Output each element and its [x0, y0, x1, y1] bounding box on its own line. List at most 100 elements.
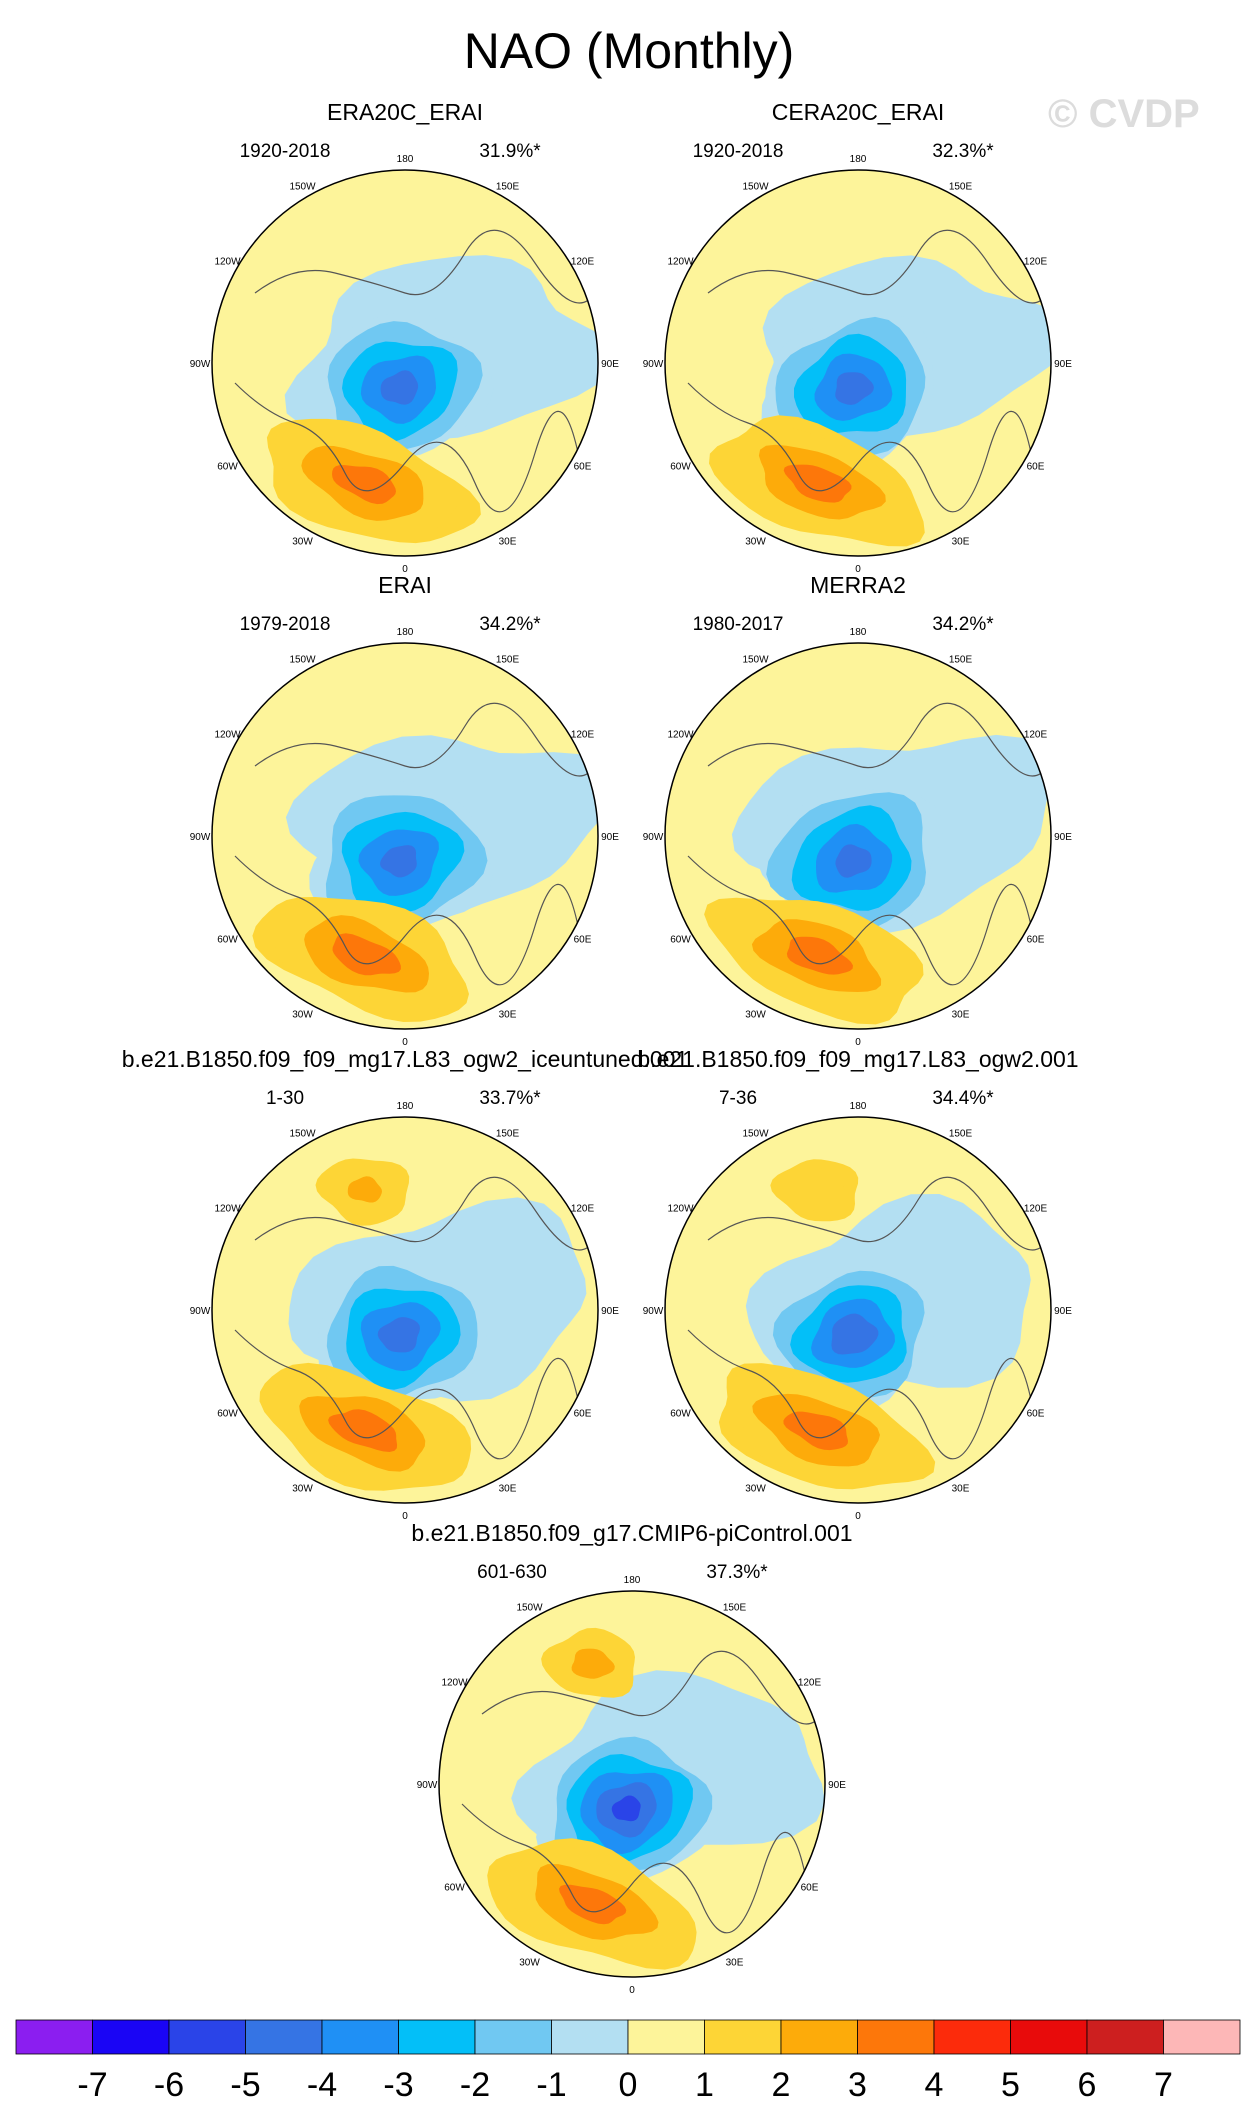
panel-variance: 37.3%* [706, 1562, 768, 1583]
panel-period: 1979-2018 [240, 614, 331, 635]
panel-variance: 34.4%* [932, 1088, 994, 1109]
panel-title: ERA20C_ERAI [327, 99, 483, 125]
panel-period: 7-36 [719, 1088, 757, 1109]
lon-label: 60W [217, 462, 238, 473]
lon-label: 90W [643, 832, 664, 843]
colorbar-swatch [857, 2019, 935, 2055]
lon-label: 150W [289, 182, 316, 193]
panel-period: 1920-2018 [693, 141, 784, 162]
lon-label: 90W [643, 1306, 664, 1317]
lon-label: 150E [723, 1603, 747, 1614]
panel-variance: 32.3%* [932, 141, 994, 162]
atlantic-high-level-4 [332, 465, 396, 505]
lon-label: 90W [417, 1780, 438, 1791]
panel-title: b.e21.B1850.f09_f09_mg17.L83_ogw2.001 [637, 1046, 1078, 1072]
lon-label: 30E [499, 537, 517, 548]
atlantic-high-level-4 [783, 464, 852, 503]
lon-label: 120E [571, 1204, 595, 1215]
lon-label: 30W [745, 1010, 766, 1021]
lon-label: 30E [726, 1958, 744, 1969]
colorbar-tick-label: -6 [154, 2066, 184, 2104]
low-center-level-5 [831, 1313, 879, 1355]
lon-label: 60E [1027, 935, 1045, 946]
lon-label: 30E [952, 1484, 970, 1495]
low-center-level-5 [380, 845, 417, 878]
figure-title: NAO (Monthly) [463, 23, 795, 79]
map-border [664, 169, 1052, 557]
lon-label: 0 [855, 564, 861, 575]
lon-label: 30E [952, 537, 970, 548]
lon-label: 90E [601, 832, 619, 843]
lon-label: 30W [292, 1010, 313, 1021]
lon-label: 0 [402, 564, 408, 575]
lon-label: 60E [574, 935, 592, 946]
map-border [438, 1590, 826, 1978]
low-center-level-5 [835, 372, 874, 405]
lon-label: 90E [1054, 832, 1072, 843]
lon-label: 150E [949, 655, 973, 666]
panel-period: 601-630 [477, 1562, 547, 1583]
lon-label: 0 [855, 1037, 861, 1048]
lon-label: 60W [670, 462, 691, 473]
lon-label: 0 [855, 1511, 861, 1522]
lon-label: 30E [499, 1484, 517, 1495]
colorbar-tick-label: -4 [307, 2066, 337, 2104]
map-border [211, 642, 599, 1030]
lon-label: 120W [441, 1678, 468, 1689]
lon-label: 90E [1054, 1306, 1072, 1317]
colorbar-tick-label: -2 [460, 2066, 490, 2104]
lon-label: 90E [601, 359, 619, 370]
colorbar-swatch [1010, 2019, 1088, 2055]
lon-label: 180 [397, 154, 414, 165]
lon-label: 150W [742, 1129, 769, 1140]
panel-period: 1980-2017 [693, 614, 784, 635]
lon-label: 0 [402, 1037, 408, 1048]
map-border [211, 1116, 599, 1504]
panel-title: ERAI [378, 572, 432, 598]
lon-label: 120W [667, 730, 694, 741]
lon-label: 30E [952, 1010, 970, 1021]
lon-label: 30W [292, 537, 313, 548]
map-panel-6: 180 150E 120E 90E 60E 30E 0 30W 60W 90W 120W 150W b.… [637, 1046, 1078, 1522]
colorbar-swatch [780, 2019, 858, 2055]
colorbar-tick-label: 5 [1001, 2066, 1020, 2104]
colorbar-swatch [1163, 2019, 1241, 2055]
colorbar-tick-label: 4 [925, 2066, 944, 2104]
colorbar-swatch [92, 2019, 170, 2055]
lon-label: 180 [850, 1101, 867, 1112]
panel-title: b.e21.B1850.f09_f09_mg17.L83_ogw2_iceunt… [122, 1046, 689, 1072]
low-center-level-5 [380, 370, 419, 405]
panel-variance: 33.7%* [479, 1088, 541, 1109]
lon-label: 150W [742, 655, 769, 666]
lon-label: 60E [574, 1409, 592, 1420]
colorbar-swatch [245, 2019, 323, 2055]
low-center-level-5 [377, 1317, 420, 1353]
panel-title: CERA20C_ERAI [772, 99, 945, 125]
panel-variance: 34.2%* [479, 614, 541, 635]
colorbar-swatch [474, 2019, 552, 2055]
pacific-high-level-3 [571, 1648, 615, 1679]
lon-label: 150E [496, 1129, 520, 1140]
atlantic-high-level-4 [332, 933, 401, 976]
map-panel-4: 180 150E 120E 90E 60E 30E 0 30W 60W 90W 120W 150W ME… [643, 572, 1073, 1048]
lon-label: 120W [214, 257, 241, 268]
lon-label: 90E [601, 1306, 619, 1317]
colorbar-tick-label: 3 [848, 2066, 867, 2104]
lon-label: 150W [516, 1603, 543, 1614]
low-center-level-5 [835, 844, 872, 878]
colorbar-swatch [704, 2019, 782, 2055]
lon-label: 120E [571, 730, 595, 741]
lon-label: 60E [1027, 1409, 1045, 1420]
lon-label: 60W [670, 1409, 691, 1420]
colorbar-tick-label: -7 [77, 2066, 107, 2104]
lon-label: 180 [397, 1101, 414, 1112]
lon-label: 120W [667, 1204, 694, 1215]
colorbar-swatch [1086, 2019, 1164, 2055]
atlantic-high-level-4 [559, 1884, 627, 1925]
lon-label: 60E [1027, 462, 1045, 473]
lon-label: 120E [1024, 730, 1048, 741]
map-border [664, 1116, 1052, 1504]
lon-label: 60W [444, 1883, 465, 1894]
panel-variance: 31.9%* [479, 141, 541, 162]
lon-label: 0 [402, 1511, 408, 1522]
